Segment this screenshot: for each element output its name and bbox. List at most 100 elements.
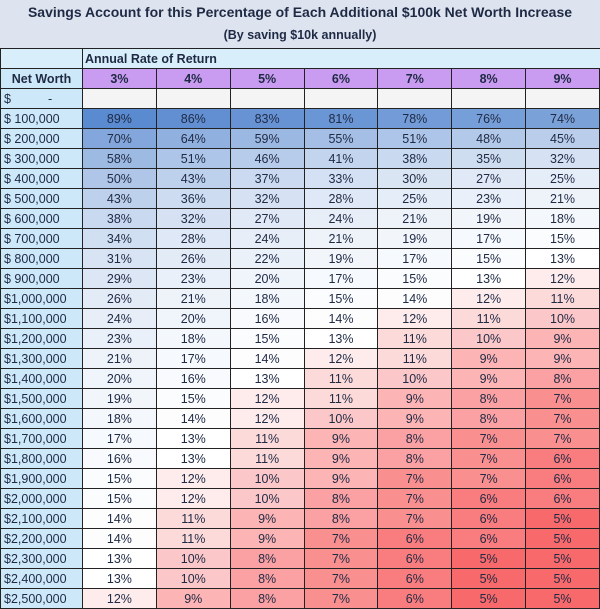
value-cell: 28%	[303, 188, 379, 209]
value-cell: 17%	[82, 428, 157, 449]
value-cell: 16%	[155, 368, 231, 389]
blank-row: $ -	[0, 88, 600, 109]
value-cell: 51%	[155, 148, 231, 169]
net-worth-label: $2,400,000	[0, 568, 83, 589]
value-cell: 8%	[303, 508, 379, 529]
value-cell: 10%	[377, 368, 453, 389]
net-worth-label: $1,000,000	[0, 288, 83, 309]
value-cell: 21%	[377, 208, 453, 229]
value-cell: 50%	[82, 168, 157, 189]
table-row: $2,100,000 14% 11% 9% 8% 7% 6% 5%	[0, 508, 600, 529]
value-cell: 10%	[155, 568, 231, 589]
value-cell: 9%	[303, 468, 379, 489]
value-cell: 31%	[82, 248, 157, 269]
column-header-5pct: 5%	[229, 68, 305, 89]
table-row: $2,000,000 15% 12% 10% 8% 7% 6% 6%	[0, 488, 600, 509]
table-row: $1,400,000 20% 16% 13% 11% 10% 9% 8%	[0, 368, 600, 389]
row-header: Net Worth	[0, 68, 83, 89]
group-header-row: Annual Rate of Return	[0, 48, 600, 69]
value-cell: 43%	[82, 188, 157, 209]
table-row: $2,300,000 13% 10% 8% 7% 6% 5% 5%	[0, 548, 600, 569]
value-cell: 12%	[155, 488, 231, 509]
value-cell: 13%	[451, 268, 527, 289]
value-cell: 32%	[229, 188, 305, 209]
empty-cell	[82, 88, 157, 109]
value-cell: 6%	[451, 528, 527, 549]
value-cell: 5%	[525, 528, 600, 549]
value-cell: 36%	[155, 188, 231, 209]
value-cell: 7%	[377, 508, 453, 529]
value-cell: 25%	[377, 188, 453, 209]
value-cell: 11%	[377, 328, 453, 349]
value-cell: 21%	[303, 228, 379, 249]
value-cell: 8%	[303, 488, 379, 509]
net-worth-label: $2,000,000	[0, 488, 83, 509]
value-cell: 6%	[377, 568, 453, 589]
net-worth-label: $1,200,000	[0, 328, 83, 349]
column-header-6pct: 6%	[303, 68, 379, 89]
value-cell: 9%	[525, 348, 600, 369]
value-cell: 19%	[82, 388, 157, 409]
table-row: $ 600,000 38% 32% 27% 24% 21% 19% 18%	[0, 208, 600, 229]
value-cell: 15%	[451, 248, 527, 269]
value-cell: 58%	[82, 148, 157, 169]
net-worth-label: $2,100,000	[0, 508, 83, 529]
column-header-3pct: 3%	[82, 68, 157, 89]
value-cell: 24%	[303, 208, 379, 229]
value-cell: 74%	[525, 108, 600, 129]
value-cell: 14%	[82, 508, 157, 529]
value-cell: 37%	[229, 168, 305, 189]
value-cell: 20%	[155, 308, 231, 329]
value-cell: 26%	[155, 248, 231, 269]
value-cell: 14%	[229, 348, 305, 369]
value-cell: 7%	[451, 448, 527, 469]
value-cell: 10%	[525, 308, 600, 329]
value-cell: 26%	[82, 288, 157, 309]
value-cell: 28%	[155, 228, 231, 249]
value-cell: 8%	[525, 368, 600, 389]
value-cell: 34%	[82, 228, 157, 249]
value-cell: 5%	[451, 568, 527, 589]
table-row: $ 200,000 70% 64% 59% 55% 51% 48% 45%	[0, 128, 600, 149]
value-cell: 15%	[525, 228, 600, 249]
value-cell: 17%	[451, 228, 527, 249]
value-cell: 13%	[155, 428, 231, 449]
value-cell: 23%	[82, 328, 157, 349]
net-worth-label: $ 800,000	[0, 248, 83, 269]
value-cell: 6%	[377, 548, 453, 569]
value-cell: 8%	[451, 388, 527, 409]
value-cell: 11%	[229, 448, 305, 469]
value-cell: 7%	[303, 528, 379, 549]
value-cell: 12%	[451, 288, 527, 309]
value-cell: 9%	[303, 448, 379, 469]
value-cell: 19%	[451, 208, 527, 229]
net-worth-label: $ 500,000	[0, 188, 83, 209]
value-cell: 9%	[155, 588, 231, 609]
value-cell: 14%	[82, 528, 157, 549]
heatmap-table: Annual Rate of Return Net Worth 3% 4% 5% 6%…	[0, 48, 600, 609]
value-cell: 6%	[451, 508, 527, 529]
value-cell: 9%	[229, 508, 305, 529]
value-cell: 13%	[82, 548, 157, 569]
value-cell: 27%	[451, 168, 527, 189]
value-cell: 10%	[229, 488, 305, 509]
value-cell: 18%	[82, 408, 157, 429]
value-cell: 11%	[451, 308, 527, 329]
table-row: $1,200,000 23% 18% 15% 13% 11% 10% 9%	[0, 328, 600, 349]
net-worth-label: $ 200,000	[0, 128, 83, 149]
value-cell: 9%	[377, 388, 453, 409]
value-cell: 15%	[377, 268, 453, 289]
table-row: $1,100,000 24% 20% 16% 14% 12% 11% 10%	[0, 308, 600, 329]
value-cell: 11%	[525, 288, 600, 309]
value-cell: 76%	[451, 108, 527, 129]
empty-cell	[525, 88, 600, 109]
value-cell: 33%	[303, 168, 379, 189]
value-cell: 13%	[303, 328, 379, 349]
value-cell: 7%	[525, 388, 600, 409]
value-cell: 15%	[82, 488, 157, 509]
value-cell: 8%	[229, 588, 305, 609]
table-title: Savings Account for this Percentage of E…	[27, 4, 573, 20]
table-subtitle: (By saving $10k annually)	[223, 28, 377, 42]
value-cell: 10%	[303, 408, 379, 429]
value-cell: 10%	[229, 468, 305, 489]
